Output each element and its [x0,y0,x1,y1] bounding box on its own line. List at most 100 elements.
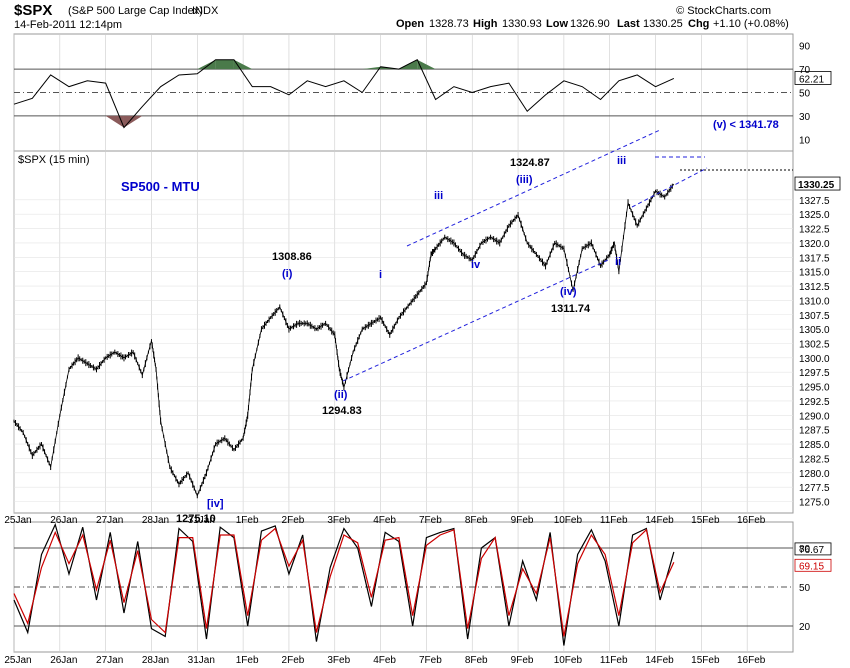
price-y-tick-label: 1320.0 [799,239,830,250]
price-last-box [794,176,841,191]
wave-label-iii: iii [434,190,443,202]
stoch-x-tick-label: 8Feb [465,655,488,666]
rsi-overbought-area [215,59,234,70]
stoch-last-value: 76.67 [799,545,824,556]
rsi-series: 62.21 [13,59,832,129]
wave-label-i: i [379,269,382,281]
price-line [13,183,675,497]
price-x-tick-label: 2Feb [282,515,305,526]
stoch-x-tick-label: 9Feb [511,655,534,666]
stoch-x-tick-label: 25Jan [4,655,31,666]
price-x-tick-label: 7Feb [419,515,442,526]
trend-channels [342,129,793,382]
stoch-x-tick-label: 3Feb [327,655,350,666]
price-y-tick-label: 1290.0 [799,411,830,422]
wave-label-iii-small: iii [617,155,626,167]
open-label: Open [396,18,424,30]
rsi-y-tick-label: 70 [799,65,811,76]
rsi-overbought-area [417,59,436,70]
rsi-last-value: 62.21 [799,74,824,85]
chg-value: +1.10 (+0.08%) [713,18,789,30]
low-label: Low [546,18,568,30]
rsi-overbought-area [197,59,216,70]
rsi-oversold-area [123,115,143,128]
wave-label-iv-minor: (iv) [560,286,577,298]
rsi-last-box [794,71,832,85]
stochastic-panel [13,521,794,653]
rsi-y-tick-label: 50 [799,89,811,100]
last-value: 1330.25 [643,18,683,30]
price-x-tick-label: 3Feb [327,515,350,526]
price-x-tick-label: 16Feb [737,515,766,526]
price-x-tick-label: 28Jan [142,515,169,526]
last-label: Last [617,18,640,30]
price-x-tick-label: 4Feb [373,515,396,526]
price-y-tick-label: 1300.0 [799,354,830,365]
axis-labels: 25Jan 26Jan 27Jan 28Jan 31Jan 1Feb 2Feb 3Feb 4Fe… [4,42,830,666]
stochastic-series: 76.67 69.15 [13,522,832,646]
target-label: (v) < 1341.78 [713,119,779,131]
price-label-1308: 1308.86 [272,251,312,263]
price-x-tick-label: 15Feb [691,515,720,526]
price-y-tick-label: 1292.5 [799,397,830,408]
wave-label-iv: iv [471,259,481,271]
stoch-y-tick-label: 80 [799,544,811,555]
price-y-tick-label: 1315.0 [799,268,830,279]
price-x-tick-label: 8Feb [465,515,488,526]
stoch-slow-line [13,527,675,637]
price-y-tick-label: 1277.5 [799,483,830,494]
price-y-tick-label: 1312.5 [799,282,830,293]
stoch-x-tick-label: 14Feb [645,655,674,666]
datetime: 14-Feb-2011 12:14pm [14,19,122,31]
price-y-tick-label: 1325.0 [799,210,830,221]
price-x-tick-label: 25Jan [4,515,31,526]
wave-label-iii-minor: (iii) [516,174,533,186]
stoch-x-tick-label: 1Feb [236,655,259,666]
price-x-tick-label: 1Feb [236,515,259,526]
symbol: $SPX [14,2,52,19]
chart-label: SP500 - MTU [121,179,200,194]
stoch-x-tick-label: 2Feb [282,655,305,666]
open-value: 1328.73 [429,18,469,30]
price-y-tick-label: 1310.0 [799,296,830,307]
rsi-oversold-area [105,115,124,128]
wave-label-iv-bracket: [iv] [207,498,224,510]
exchange: INDX [192,5,219,17]
price-x-tick-label: 27Jan [96,515,123,526]
price-x-tick-label: 26Jan [50,515,77,526]
stoch-last-box [794,558,832,572]
price-y-tick-label: 1295.0 [799,383,830,394]
stoch-x-tick-label: 11Feb [600,655,628,666]
price-y-tick-label: 1327.5 [799,196,830,207]
price-y-tick-label: 1322.5 [799,225,830,236]
rsi-y-tick-label: 90 [799,42,811,53]
rsi-y-tick-label: 30 [799,112,811,123]
upper-channel-line [406,129,661,247]
stoch-fast-line [13,522,675,646]
small-lower-channel-line [631,167,708,208]
stoch-x-tick-label: 28Jan [142,655,169,666]
price-y-tick-label: 1297.5 [799,368,830,379]
price-x-tick-label: 10Feb [554,515,583,526]
stoch-x-tick-label: 31Jan [188,655,215,666]
price-y-tick-label: 1285.0 [799,440,830,451]
grid-lines [13,34,793,652]
stoch-x-tick-label: 27Jan [96,655,123,666]
price-y-tick-label: 1287.5 [799,426,830,437]
high-label: High [473,18,498,30]
price-x-tick-label: 9Feb [511,515,534,526]
rsi-line [13,59,675,129]
wave-label-ii-minor: (ii) [334,389,348,401]
stoch-x-tick-label: 4Feb [373,655,396,666]
stoch-y-tick-label: 50 [799,583,811,594]
price-y-tick-label: 1302.5 [799,339,830,350]
price-y-tick-label: 1275.0 [799,498,830,509]
wave-label-ii: ii [615,256,621,268]
chg-label: Chg [688,18,709,30]
low-value: 1326.90 [570,18,610,30]
price-label-1294: 1294.83 [322,405,362,417]
rsi-panel [13,33,794,152]
rsi-overbought-area [362,66,381,70]
price-last-value: 1330.25 [798,180,835,191]
